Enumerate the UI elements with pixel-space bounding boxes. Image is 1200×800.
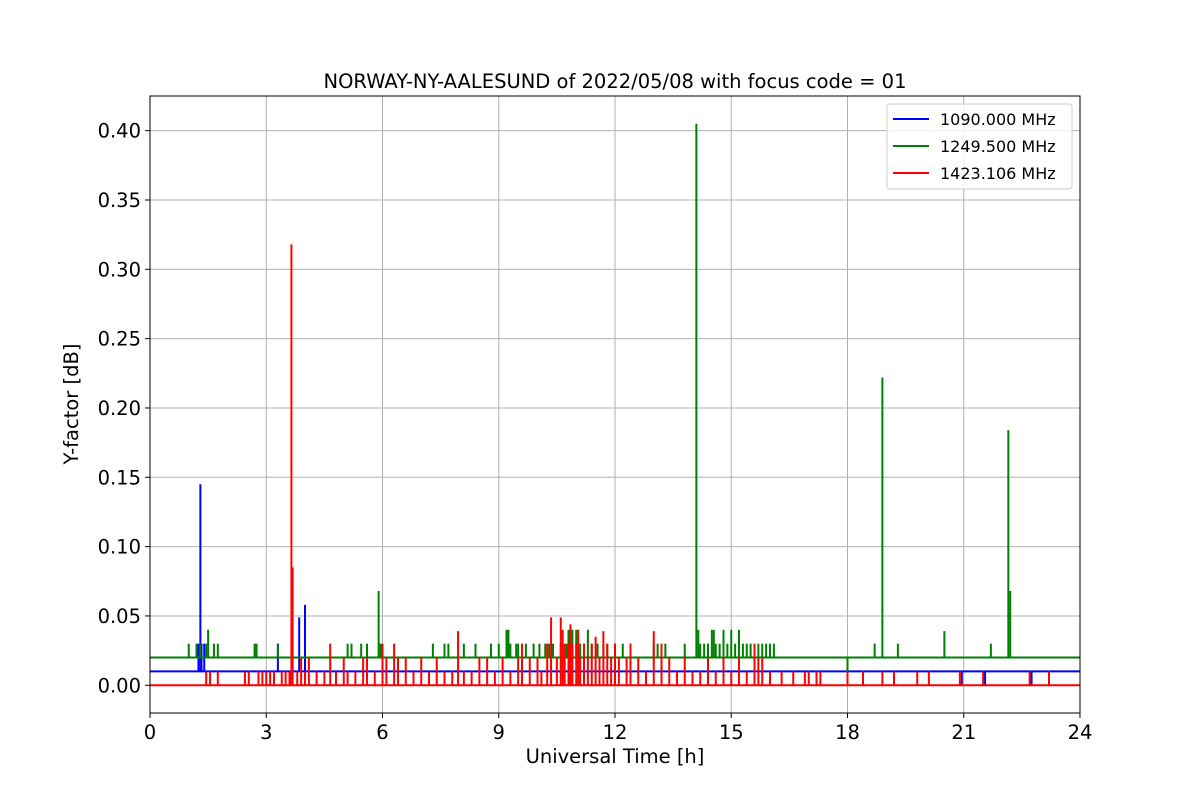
series-2 — [150, 244, 1080, 687]
legend-label: 1249.500 MHz — [940, 137, 1056, 156]
series-layer — [150, 123, 1080, 687]
legend-label: 1090.000 MHz — [940, 110, 1056, 129]
legend-box — [886, 103, 1073, 190]
y-tick-label: 0.00 — [98, 674, 141, 697]
chart-title: NORWAY-NY-AALESUND of 2022/05/08 with fo… — [324, 70, 907, 93]
x-tick-label: 24 — [1068, 721, 1093, 744]
y-axis-ticks: 0.00 0.05 0.10 0.15 0.20 0.25 0.30 0.35 0.40 — [98, 120, 150, 697]
y-tick-label: 0.40 — [98, 120, 141, 143]
x-axis-label: Universal Time [h] — [526, 745, 705, 768]
x-tick-label: 6 — [376, 721, 388, 744]
y-tick-label: 0.20 — [98, 397, 141, 420]
y-tick-label: 0.10 — [98, 536, 141, 559]
y-tick-label: 0.05 — [98, 605, 141, 628]
x-tick-label: 3 — [260, 721, 272, 744]
x-tick-label: 9 — [493, 721, 505, 744]
x-axis-ticks: 0 3 6 9 12 15 18 21 24 — [144, 713, 1093, 744]
y-tick-label: 0.30 — [98, 258, 141, 281]
x-tick-label: 15 — [719, 721, 744, 744]
legend: 1090.000 MHz 1249.500 MHz 1423.106 MHz — [886, 103, 1073, 190]
x-tick-label: 18 — [835, 721, 860, 744]
y-axis-label: Y-factor [dB] — [60, 344, 83, 466]
x-tick-label: 21 — [951, 721, 976, 744]
y-tick-label: 0.15 — [98, 466, 141, 489]
x-tick-label: 12 — [603, 721, 628, 744]
x-tick-label: 0 — [144, 721, 156, 744]
y-tick-label: 0.35 — [98, 189, 141, 212]
legend-label: 1423.106 MHz — [940, 164, 1056, 183]
y-tick-label: 0.25 — [98, 328, 141, 351]
